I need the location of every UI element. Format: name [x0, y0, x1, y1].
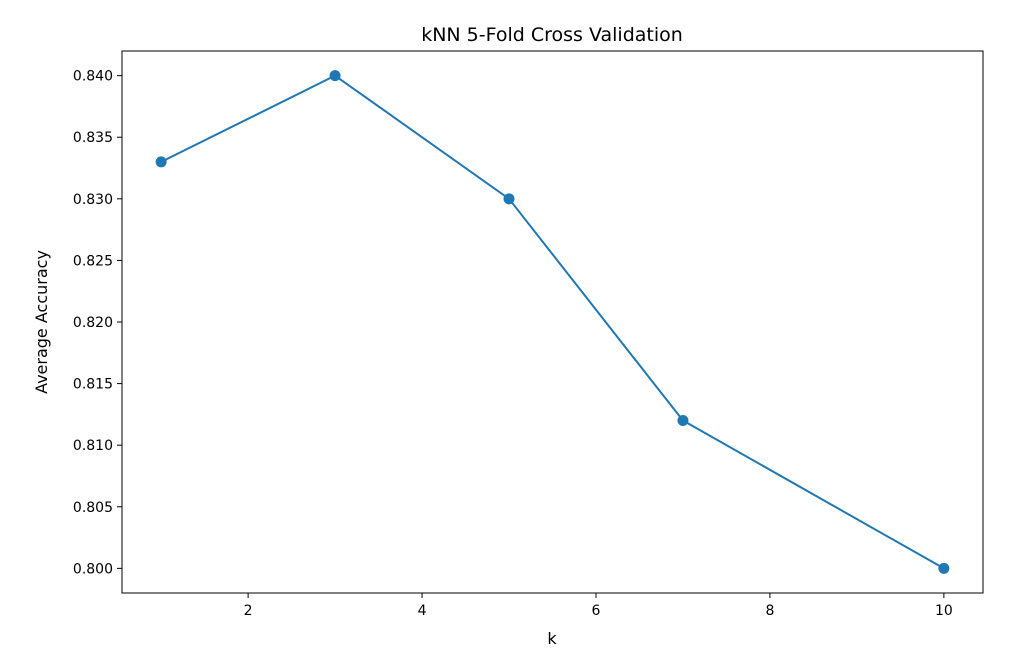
y-tick-label: 0.835 — [73, 130, 113, 146]
data-point — [677, 415, 689, 427]
plot-frame — [121, 50, 984, 594]
x-tick-label: 6 — [592, 603, 601, 619]
data-point — [938, 562, 950, 574]
y-tick-label: 0.830 — [73, 192, 113, 208]
y-axis-label: Average Accuracy — [32, 250, 51, 394]
y-tick-label: 0.820 — [73, 315, 113, 331]
y-tick-label: 0.800 — [73, 561, 113, 577]
data-point — [503, 193, 515, 205]
y-tick-label: 0.840 — [73, 69, 113, 85]
series-group — [155, 70, 950, 574]
x-tick-label: 2 — [244, 603, 253, 619]
y-tick-label: 0.810 — [73, 438, 113, 454]
y-tick-label: 0.825 — [73, 253, 113, 269]
x-tick-label: 4 — [418, 603, 427, 619]
chart-title: kNN 5-Fold Cross Validation — [421, 24, 683, 46]
y-tick-label: 0.815 — [73, 377, 113, 393]
x-axis-ticks: 2 4 6 8 10 — [244, 593, 953, 619]
data-point — [329, 70, 341, 82]
data-point — [155, 156, 167, 168]
y-axis-ticks: 0.800 0.805 0.810 0.815 0.820 0.825 0.830 0.835… — [73, 69, 122, 577]
series-line — [160, 74, 945, 570]
x-axis-label: k — [547, 629, 557, 648]
y-tick-label: 0.805 — [73, 500, 113, 516]
x-tick-label: 10 — [935, 603, 953, 619]
x-tick-label: 8 — [765, 603, 774, 619]
